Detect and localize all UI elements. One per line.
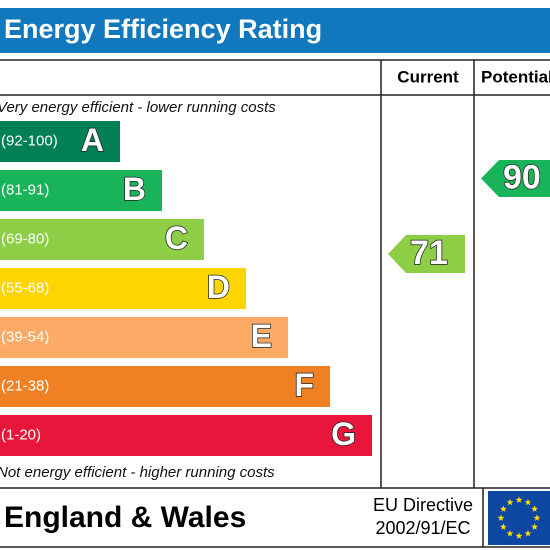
eu-star <box>531 505 538 512</box>
band-range: (81-91) <box>1 181 49 198</box>
band-range: (69-80) <box>1 230 49 247</box>
top-note: Very energy efficient - lower running co… <box>0 99 276 116</box>
eu-star <box>533 514 541 521</box>
current-arrow <box>388 235 465 273</box>
band-range: (1-20) <box>1 426 41 443</box>
frame <box>0 59 550 548</box>
directive: EU Directive <box>373 495 473 515</box>
eu-star <box>515 496 523 503</box>
band-range: (92-100) <box>1 132 58 149</box>
band-letter: A <box>81 122 104 158</box>
title: Energy Efficiency Rating <box>4 14 322 44</box>
band-bar <box>0 317 288 358</box>
potential-header: Potential <box>481 67 550 86</box>
band-letter: B <box>123 171 146 207</box>
potential-arrow <box>481 160 550 197</box>
eu-star <box>500 523 507 530</box>
eu-star <box>531 523 538 530</box>
eu-star <box>506 530 514 537</box>
eu-star <box>515 532 523 539</box>
potential-score: 90 <box>503 158 541 196</box>
band-bar <box>0 121 120 162</box>
eu-star <box>506 498 514 506</box>
band-letter: E <box>251 318 272 354</box>
band-bar <box>0 219 204 260</box>
region: England & Wales <box>4 501 246 534</box>
title-bar <box>0 8 550 53</box>
bottom-note: Not energy efficient - higher running co… <box>0 464 275 481</box>
eu-star <box>524 498 532 506</box>
band-letter: D <box>207 269 230 305</box>
current-score: 71 <box>410 234 448 272</box>
band-bar <box>0 415 372 456</box>
current-header: Current <box>397 67 459 86</box>
directive: 2002/91/EC <box>375 518 470 538</box>
eu-star <box>497 514 505 521</box>
band-letter: F <box>294 367 314 403</box>
band-letter: G <box>331 416 356 452</box>
band-bar <box>0 268 246 309</box>
eu-star <box>500 505 507 512</box>
band-letter: C <box>165 220 188 256</box>
band-bar <box>0 170 162 211</box>
band-bar <box>0 366 330 407</box>
band-range: (55-68) <box>1 279 49 296</box>
band-range: (39-54) <box>1 328 49 345</box>
eu-star <box>524 530 532 537</box>
band-range: (21-38) <box>1 377 49 394</box>
eu-stars <box>497 496 541 539</box>
